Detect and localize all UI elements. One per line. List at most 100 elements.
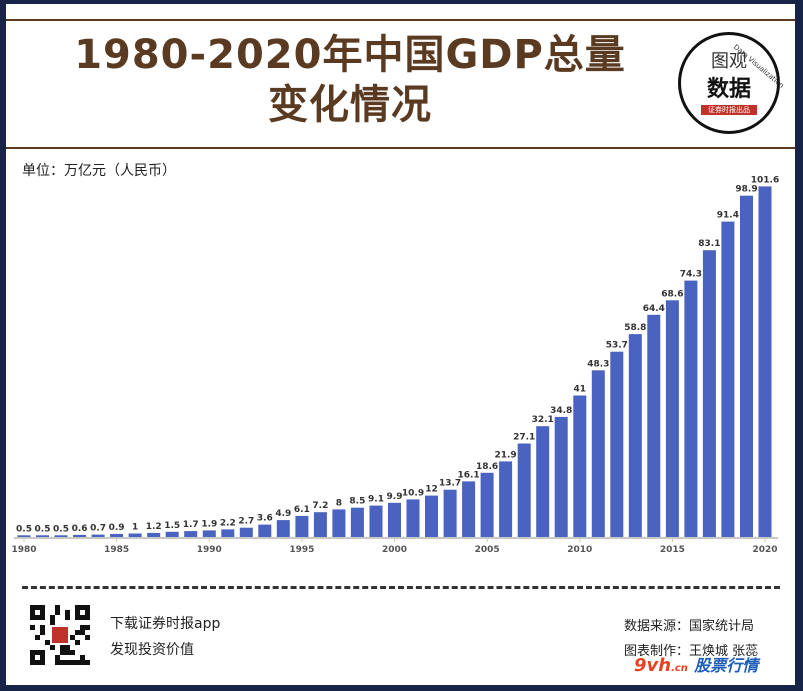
qr-module (65, 645, 70, 650)
x-tick-label-2010: 2010 (567, 545, 592, 555)
value-label-2003: 13.7 (439, 479, 461, 489)
value-label-2010: 41 (574, 385, 587, 395)
title-line-1: 1980-2020年中国GDP总量 (74, 32, 626, 78)
bar-2004 (462, 481, 476, 537)
qr-module (55, 660, 60, 665)
qr-finder-cell (40, 650, 45, 655)
qr-finder-cell (30, 615, 35, 620)
bar-1982 (54, 535, 68, 537)
qr-finder-cell (80, 605, 85, 610)
bar-1983 (73, 534, 87, 537)
value-label-1984: 0.7 (90, 524, 106, 534)
value-label-1991: 2.2 (220, 518, 236, 528)
bar-1996 (313, 512, 327, 537)
qr-module (50, 620, 55, 625)
value-label-2007: 27.1 (513, 433, 535, 443)
bar-2018 (721, 221, 735, 537)
qr-finder-cell (30, 655, 35, 660)
value-label-2000: 9.9 (387, 492, 403, 502)
bar-1995 (295, 515, 309, 537)
bar-1997 (332, 509, 346, 537)
qr-module (65, 650, 70, 655)
qr-module (70, 650, 75, 655)
qr-module (70, 635, 75, 640)
bar-1992 (239, 527, 253, 537)
bar-1988 (165, 531, 179, 537)
watermark-name: 股票行情 (694, 656, 759, 675)
value-label-2015: 68.6 (661, 289, 683, 299)
value-label-2017: 83.1 (698, 239, 720, 249)
footer-app-line-2: 发现投资价值 (110, 642, 194, 658)
qr-module (75, 660, 80, 665)
qr-module (60, 660, 65, 665)
value-label-2004: 16.1 (457, 470, 479, 480)
qr-finder-cell (30, 660, 35, 665)
bar-2012 (610, 351, 624, 537)
qr-finder-cell (35, 650, 40, 655)
qr-module (65, 660, 70, 665)
qr-module (40, 630, 45, 635)
bar-1987 (147, 532, 161, 537)
value-label-1988: 1.5 (164, 521, 180, 531)
data-source: 数据来源：国家统计局 (624, 619, 755, 634)
bar-2002 (425, 495, 438, 537)
bar-2001 (406, 499, 420, 537)
infographic-card (6, 4, 795, 685)
chart-credit: 图表制作：王焕城 张蕊 (624, 644, 759, 659)
qr-module (80, 625, 85, 630)
qr-finder-cell (75, 615, 80, 620)
x-tick-label-2020: 2020 (752, 545, 777, 555)
qr-code[interactable] (28, 603, 92, 667)
logo-line-1: 图观 (711, 51, 747, 72)
qr-finder-cell (75, 610, 80, 615)
qr-module (45, 640, 50, 645)
bar-1999 (369, 505, 383, 537)
qr-module (35, 635, 40, 640)
x-ticks-group: 1980 1985 1990 1995 2000 2005 2010 2015 2020 (11, 538, 778, 555)
value-label-2002: 12 (425, 485, 438, 495)
chart-title: 1980-2020年中国GDP总量 变化情况 (0, 30, 700, 130)
bar-1993 (258, 524, 272, 537)
bar-2010 (573, 395, 587, 537)
value-label-1981: 0.5 (35, 524, 51, 534)
x-tick-label-2015: 2015 (660, 545, 685, 555)
logo-line-2: 数据 (706, 77, 751, 102)
bottom-title-rule (6, 147, 795, 149)
bar-1984 (91, 534, 105, 537)
value-label-1985: 0.9 (109, 523, 125, 533)
bar-2000 (388, 502, 401, 537)
bar-1998 (350, 507, 364, 537)
value-label-1998: 8.5 (349, 497, 365, 507)
qr-module (65, 615, 70, 620)
bar-2011 (591, 370, 605, 537)
value-label-1996: 7.2 (312, 501, 328, 511)
bar-1985 (110, 533, 124, 537)
value-label-1994: 4.9 (275, 509, 291, 519)
value-label-1999: 9.1 (368, 495, 384, 505)
qr-module (75, 630, 80, 635)
qr-finder-cell (40, 615, 45, 620)
qr-finder-cell (40, 655, 45, 660)
value-labels-group: 0.5 0.5 0.5 0.6 0.7 0.9 1 1.2 1.5 1.7 1.9 2.2 2.7 3.6… (16, 175, 779, 534)
value-label-2020: 101.6 (751, 175, 779, 185)
qr-finder-cell (30, 650, 35, 655)
qr-module (55, 610, 60, 615)
qr-module (80, 655, 85, 660)
value-label-1982: 0.5 (53, 524, 69, 534)
x-tick-label-1995: 1995 (289, 545, 314, 555)
unit-label: 单位：万亿元（人民币） (22, 163, 176, 179)
x-tick-label-2000: 2000 (382, 545, 407, 555)
qr-module (30, 625, 35, 630)
gdp-bar-chart: 0.5 0.5 0.5 0.6 0.7 0.9 1 1.2 1.5 1.7 1.9 2.2 2.7 3.6… (11, 175, 779, 555)
qr-module (60, 650, 65, 655)
qr-finder-cell (35, 660, 40, 665)
value-label-2019: 98.9 (735, 185, 757, 195)
bar-1994 (276, 520, 290, 537)
qr-seal-icon (52, 627, 68, 643)
bar-2003 (443, 489, 457, 537)
bar-2013 (628, 334, 642, 537)
qr-finder-cell (40, 610, 45, 615)
qr-module (55, 605, 60, 610)
value-label-1990: 1.9 (201, 519, 217, 529)
qr-module (55, 655, 60, 660)
